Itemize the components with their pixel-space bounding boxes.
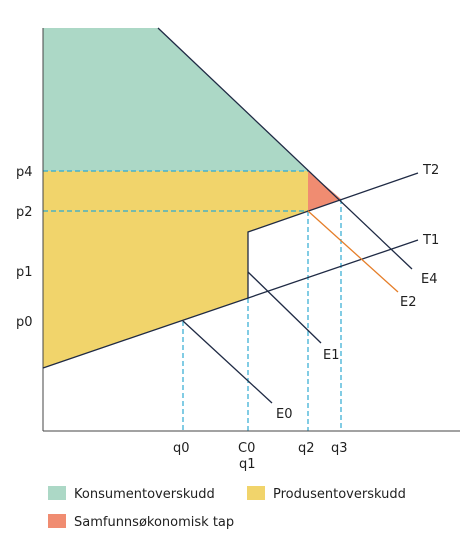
consumer-surplus-area (43, 28, 308, 171)
y-label-p0: p0 (16, 315, 33, 330)
legend-consumer-swatch (48, 486, 66, 500)
label-e0: E0 (276, 407, 293, 422)
legend-consumer-label: Konsumentoverskudd (74, 487, 215, 502)
x-label-c0: C0 (238, 441, 255, 456)
guide-lines (43, 170, 342, 431)
deadweight-loss-area (308, 171, 341, 211)
legend-producer-swatch (247, 486, 265, 500)
x-label-q3: q3 (331, 441, 348, 456)
e2-pointer (307, 210, 399, 293)
e0-pointer (182, 320, 273, 404)
legend-loss-label: Samfunnsøkonomisk tap (74, 515, 234, 530)
label-e1: E1 (323, 348, 340, 363)
label-e4: E4 (421, 272, 438, 287)
legend-producer-label: Produsentoverskudd (273, 487, 406, 502)
legend-loss-swatch (48, 514, 66, 528)
supply-line-t1 (42, 239, 419, 369)
e1-pointer (247, 271, 322, 344)
producer-surplus-area (43, 171, 308, 368)
label-t2: T2 (422, 163, 439, 178)
x-label-q0: q0 (173, 441, 190, 456)
y-label-p4: p4 (16, 165, 33, 180)
demand-line (157, 27, 413, 270)
supply-line-t2 (247, 172, 419, 298)
y-label-p2: p2 (16, 205, 33, 220)
y-label-p1: p1 (16, 265, 33, 280)
label-e2: E2 (400, 295, 417, 310)
x-label-q1: q1 (239, 457, 256, 472)
x-label-q2: q2 (298, 441, 315, 456)
label-t1: T1 (422, 233, 439, 248)
